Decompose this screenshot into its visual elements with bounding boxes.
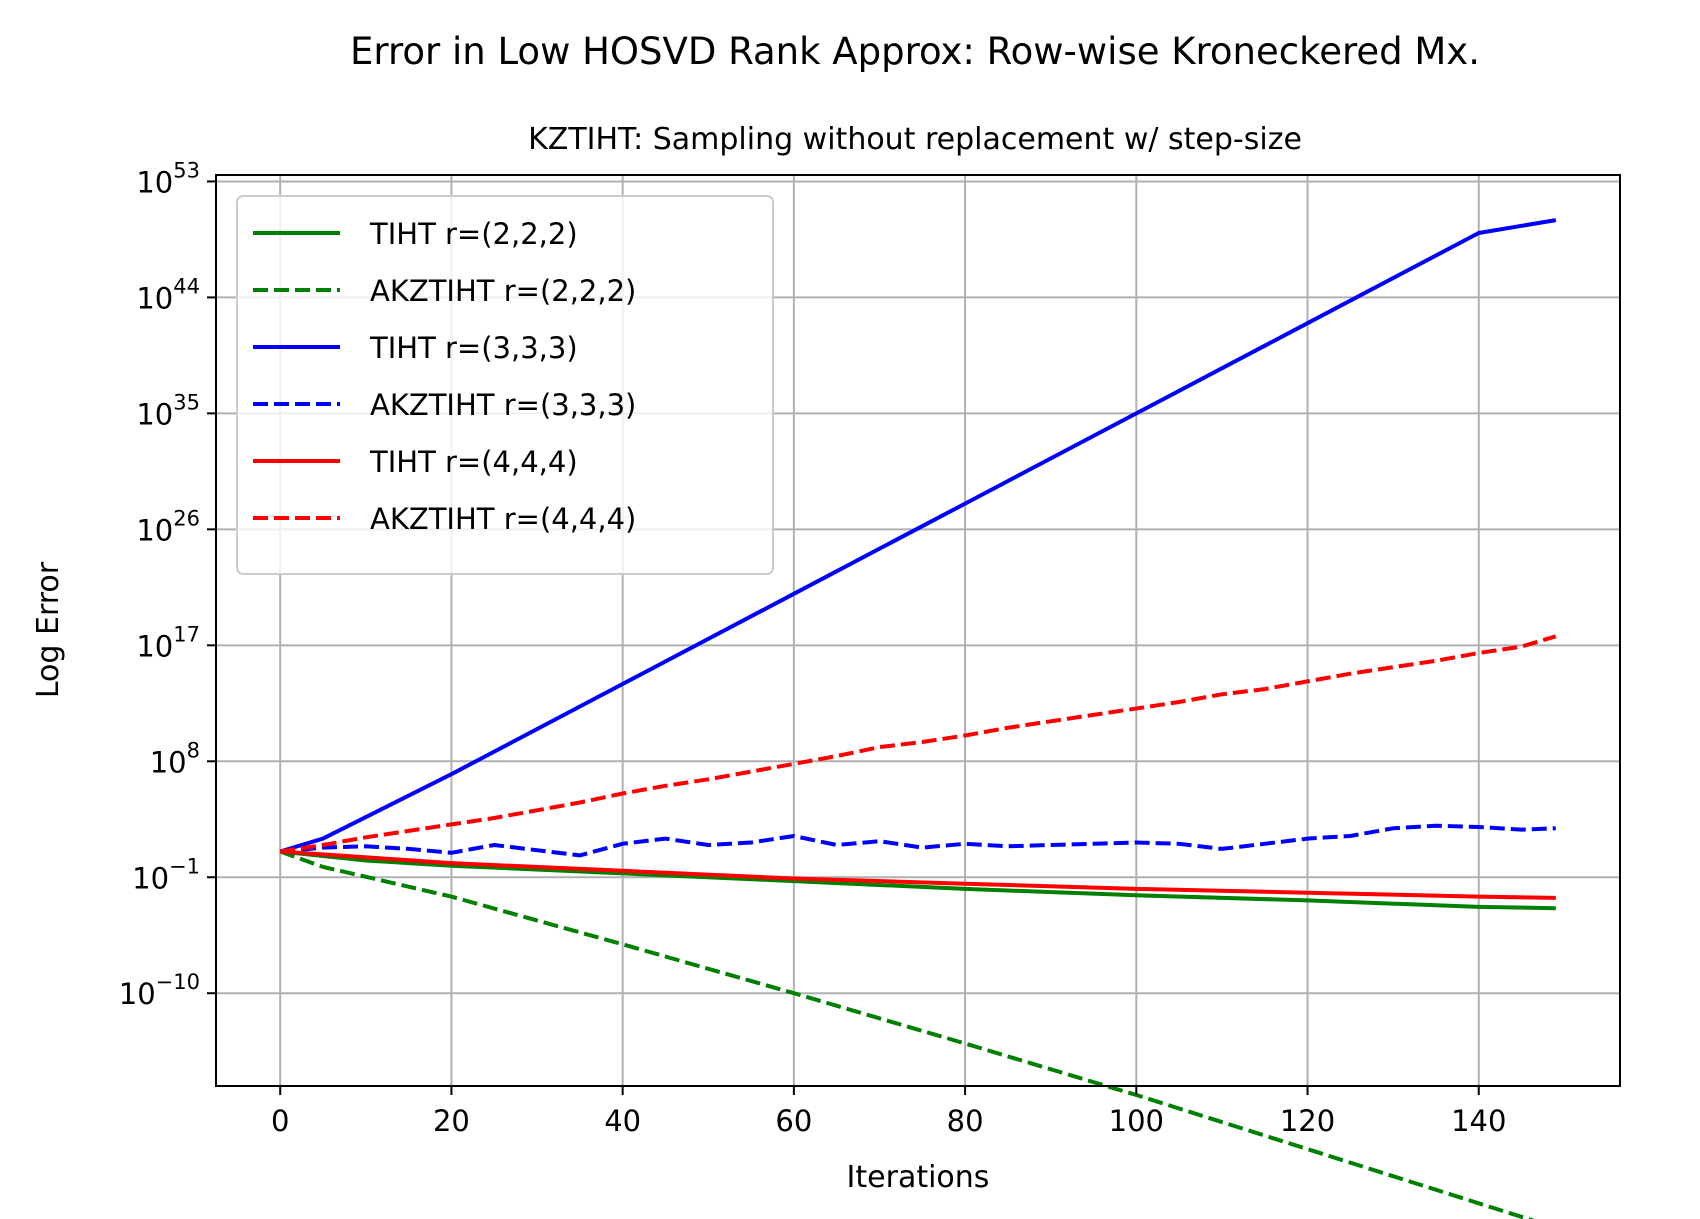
y-tick-base: 10 [150, 745, 187, 779]
y-axis-label: Log Error [31, 561, 66, 698]
series-line-2 [279, 849, 1535, 1219]
x-tick-label: 140 [1451, 1104, 1506, 1138]
chart-title: Error in Low HOSVD Rank Approx: Row-wise… [350, 30, 1480, 73]
y-tick-exponent: −1 [169, 854, 200, 878]
y-tick-base: 10 [132, 861, 169, 895]
y-tick-label: 1026 [136, 506, 200, 547]
legend-label: AKZTIHT r=(4,4,4) [370, 502, 636, 536]
y-tick-exponent: 17 [173, 622, 200, 646]
y-tick-exponent: −10 [156, 970, 200, 994]
series-line-6 [279, 634, 1557, 854]
legend-label: TIHT r=(3,3,3) [369, 331, 578, 365]
x-tick-label: 60 [775, 1104, 812, 1138]
legend: TIHT r=(2,2,2) AKZTIHT r=(2,2,2) TIHT r=(3… [236, 195, 774, 575]
y-tick-label: 10−1 [132, 854, 200, 895]
y-tick-label: 108 [150, 738, 200, 779]
y-tick-exponent: 35 [173, 390, 200, 414]
y-tick-base: 10 [136, 629, 173, 663]
legend-label: TIHT r=(4,4,4) [369, 445, 578, 479]
y-tick-exponent: 26 [173, 506, 200, 530]
y-tick-base: 10 [136, 281, 173, 315]
y-tick-base: 10 [136, 165, 173, 199]
chart-subtitle: KZTIHT: Sampling without replacement w/ … [528, 122, 1302, 157]
x-tick-label: 40 [604, 1104, 641, 1138]
y-tick-label: 1017 [136, 622, 200, 663]
y-tick-base: 10 [136, 397, 173, 431]
y-tick-label: 1035 [136, 390, 200, 431]
x-axis-label: Iterations [847, 1160, 990, 1195]
y-tick-label: 1053 [136, 158, 200, 199]
legend-label: AKZTIHT r=(3,3,3) [370, 388, 636, 422]
axes-frame [215, 174, 1621, 1087]
x-tick-label: 120 [1280, 1104, 1335, 1138]
x-tick-label: 100 [1109, 1104, 1164, 1138]
plot-area [279, 218, 1557, 1219]
legend-label: AKZTIHT r=(2,2,2) [370, 274, 636, 308]
x-tick-label: 80 [947, 1104, 984, 1138]
y-tick-base: 10 [136, 513, 173, 547]
x-tick-label: 20 [433, 1104, 470, 1138]
series-line-1 [279, 849, 1556, 911]
legend-box [236, 195, 774, 575]
series-line-4 [280, 823, 1556, 858]
series-line-5 [280, 849, 1556, 900]
legend-label: TIHT r=(2,2,2) [369, 217, 578, 251]
axis-ticks: 0 20 40 60 80 100 120 1401053104410351026101710… [119, 158, 1507, 1138]
y-tick-exponent: 8 [187, 738, 200, 762]
x-tick-label: 0 [271, 1104, 289, 1138]
y-tick-label: 1044 [136, 274, 200, 315]
y-tick-base: 10 [119, 977, 156, 1011]
y-tick-exponent: 44 [173, 274, 200, 298]
y-tick-exponent: 53 [173, 158, 200, 182]
series-line-3 [279, 218, 1557, 854]
y-tick-label: 10−10 [119, 970, 200, 1011]
